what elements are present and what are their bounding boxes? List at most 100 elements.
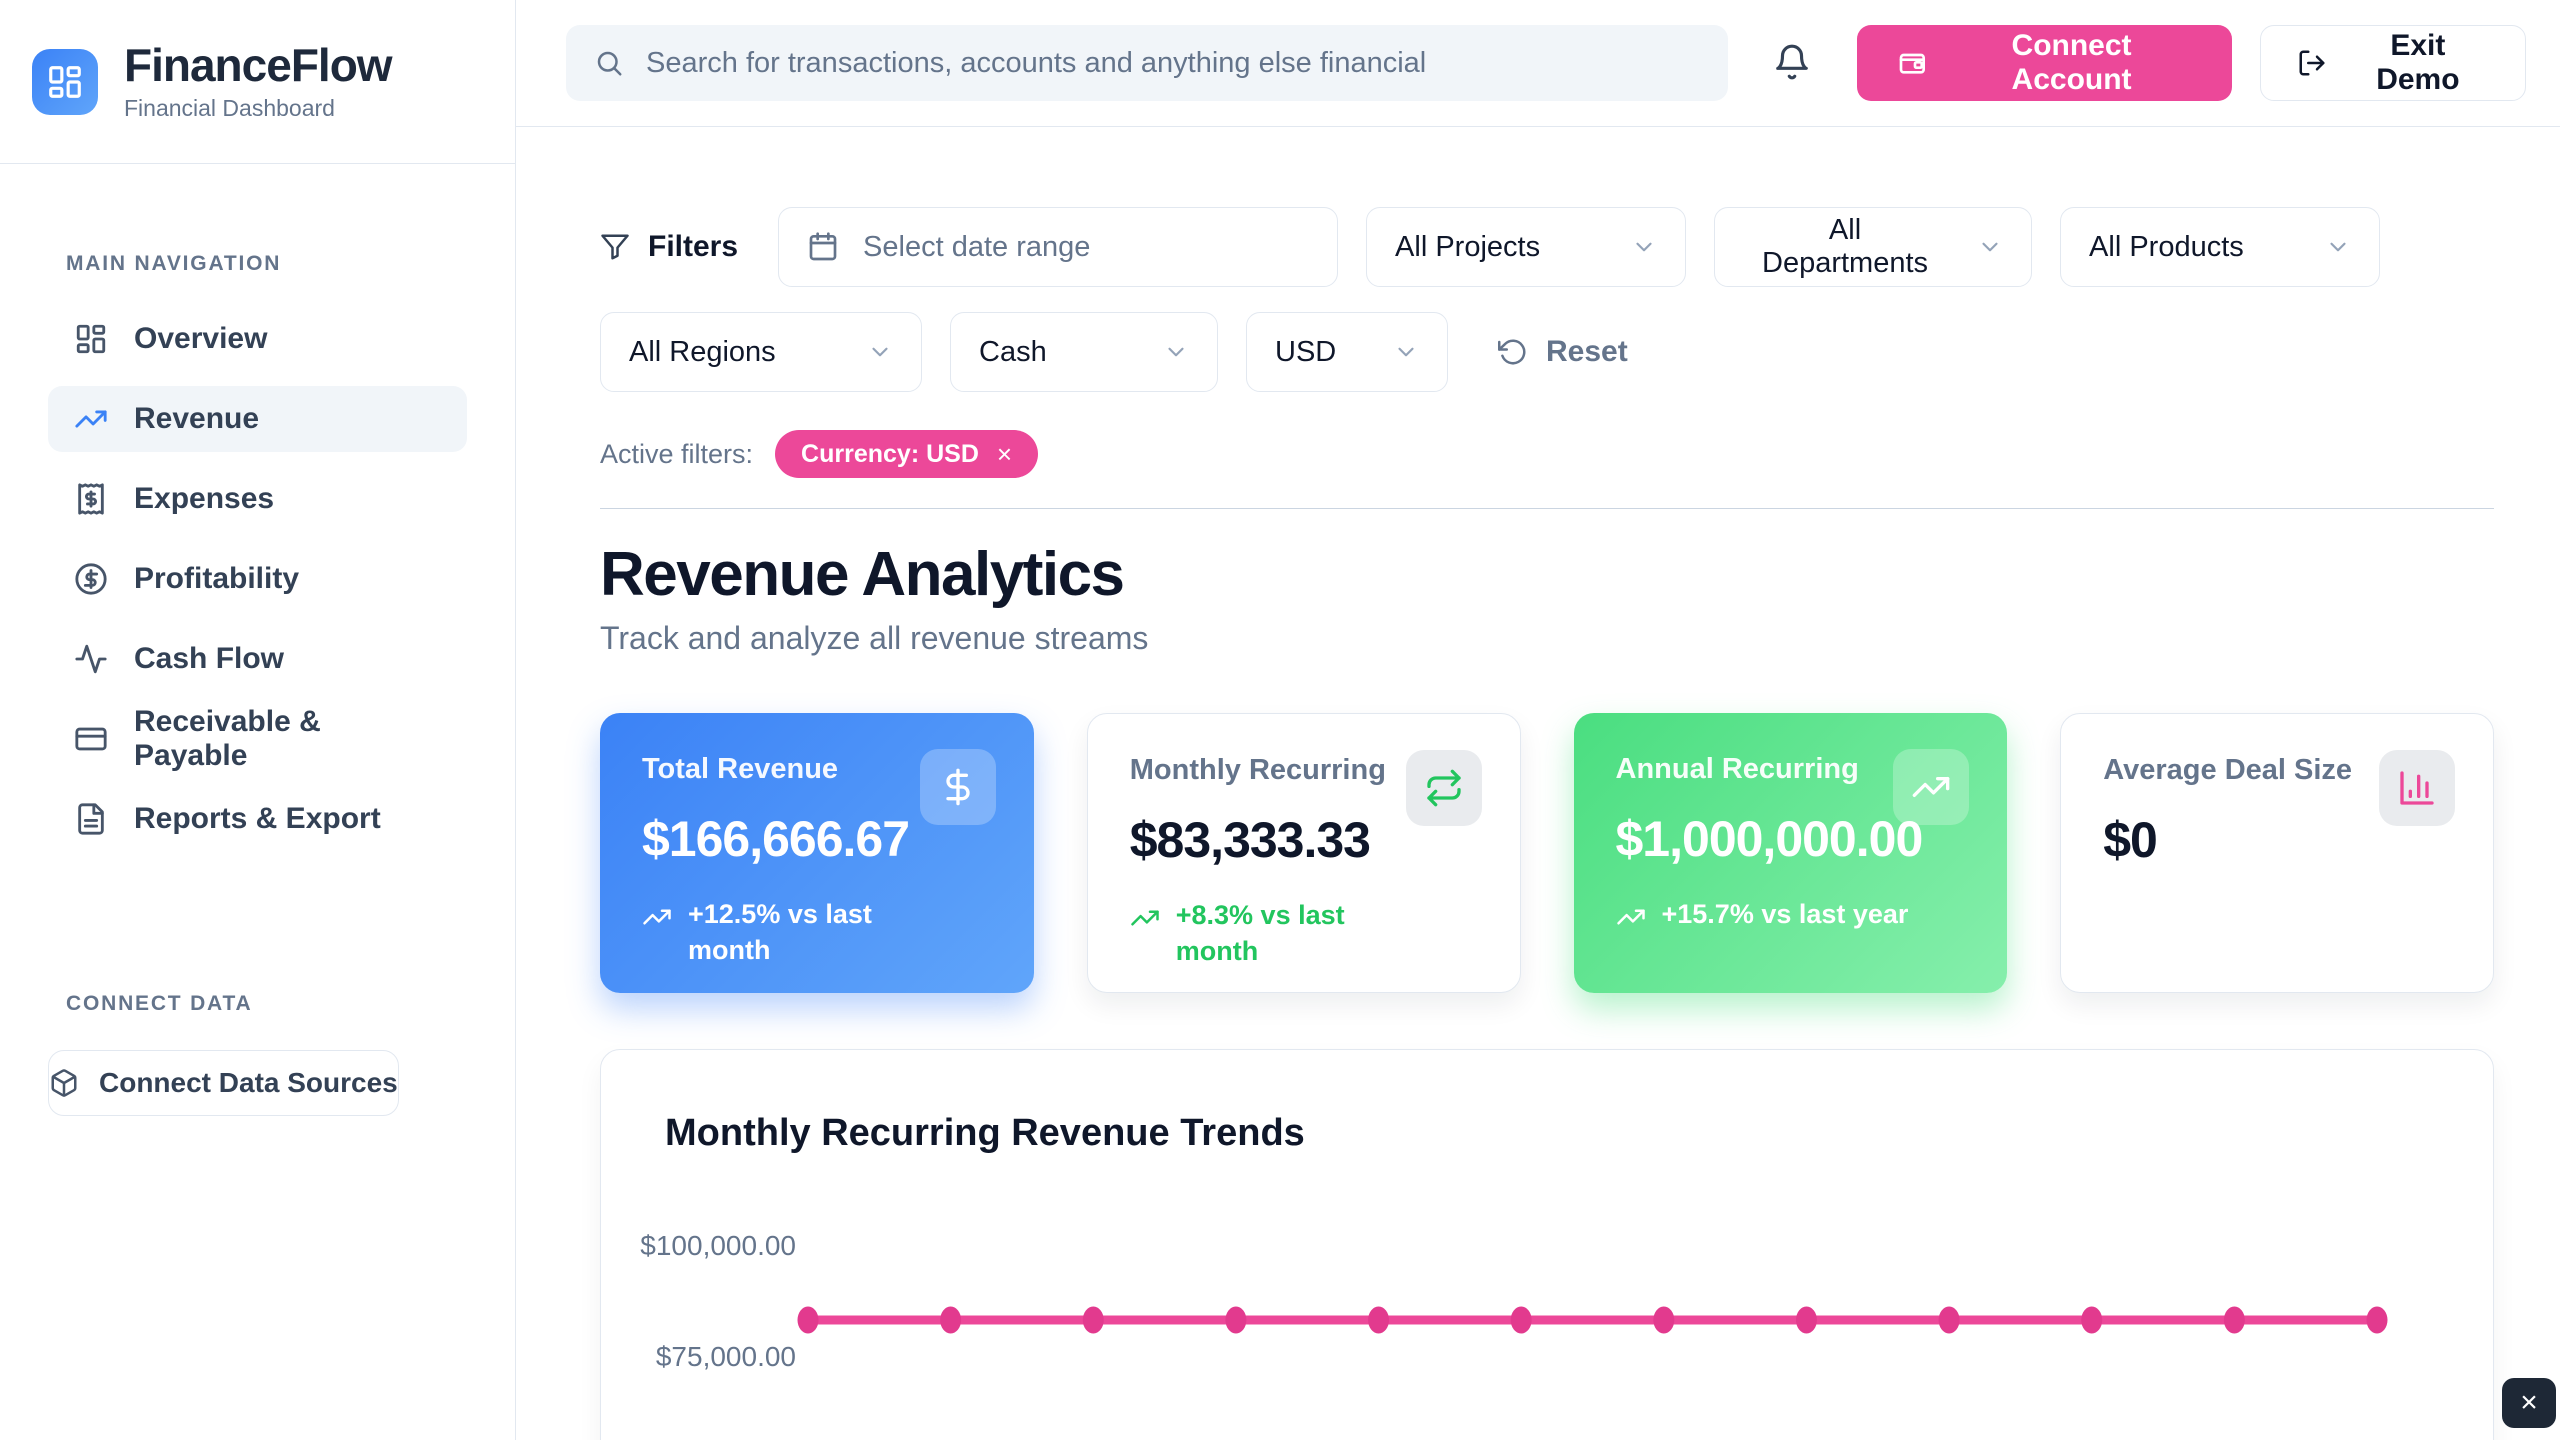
filters-row-1: Filters All Projects All Departments All… [600, 207, 2494, 287]
sidebar: FinanceFlow Financial Dashboard MAIN NAV… [0, 0, 516, 1440]
sidebar-item-revenue[interactable]: Revenue [48, 386, 467, 452]
projects-select-value: All Projects [1395, 230, 1541, 263]
currency-filter-chip-label: Currency: USD [801, 439, 979, 468]
sidebar-item-label: Reports & Export [134, 802, 381, 835]
connect-data-sources-button[interactable]: Connect Data Sources [48, 1050, 399, 1116]
kpi-trend: +15.7% vs last year [1616, 896, 1966, 932]
filters-heading-label: Filters [648, 230, 739, 263]
kpi-card-average-deal-size: Average Deal Size $0 [2060, 713, 2494, 993]
kpi-label: Monthly Recurring [1129, 754, 1386, 786]
sidebar-item-reports-export[interactable]: Reports & Export [48, 786, 467, 852]
sidebar-item-label: Expenses [134, 482, 275, 515]
chart-title: Monthly Recurring Revenue Trends [665, 1112, 1305, 1154]
kpi-trend: +12.5% vs last month [642, 896, 992, 969]
sidebar-item-expenses[interactable]: Expenses [48, 466, 467, 532]
date-range-input[interactable] [863, 230, 1310, 264]
repeat-icon [1424, 768, 1464, 808]
trending-up-icon [1616, 902, 1646, 932]
calendar-icon [807, 231, 839, 263]
bell-icon [1773, 43, 1811, 81]
line-marker [2081, 1306, 2103, 1334]
filter-funnel-icon [600, 232, 630, 262]
line-marker [940, 1306, 962, 1334]
line-marker [1082, 1306, 1104, 1334]
kpi-cards: Total Revenue $166,666.67 +12.5% vs last… [600, 713, 2494, 993]
reset-label: Reset [1546, 335, 1628, 368]
kpi-value: $83,333.33 [1129, 812, 1371, 868]
sidebar-item-label: Revenue [134, 402, 260, 435]
kpi-card-total-revenue: Total Revenue $166,666.67 +12.5% vs last… [600, 713, 1034, 993]
connect-account-label: Connect Account [2011, 29, 2132, 96]
kpi-value: $166,666.67 [642, 811, 910, 867]
filters-heading: Filters [600, 230, 738, 264]
package-icon [49, 1068, 79, 1098]
app-logo-icon [32, 48, 98, 115]
main-content: Filters All Projects All Departments All… [516, 127, 2560, 1440]
regions-select[interactable]: All Regions [600, 312, 922, 392]
sidebar-item-label: Cash Flow [134, 642, 285, 675]
account-type-select[interactable]: Cash [950, 312, 1218, 392]
chip-close-icon[interactable]: × [996, 439, 1013, 469]
kpi-label: Total Revenue [642, 753, 839, 785]
departments-select-value: All Departments [1762, 214, 1929, 279]
currency-select[interactable]: USD [1246, 312, 1448, 392]
chevron-down-icon [867, 339, 893, 365]
brand-header: FinanceFlow Financial Dashboard [0, 0, 515, 164]
regions-select-value: All Regions [629, 335, 776, 368]
sidebar-item-label: Receivable & Payable [134, 705, 321, 772]
kpi-icon-chip [919, 749, 996, 825]
projects-select[interactable]: All Projects [1366, 207, 1687, 287]
kpi-trend-label: +12.5% vs last month [688, 899, 872, 966]
activity-icon [74, 642, 108, 676]
date-range-picker[interactable] [778, 207, 1339, 287]
circle-dollar-icon [74, 562, 108, 596]
mrr-line-chart [797, 1306, 2388, 1334]
kpi-trend-label: +15.7% vs last year [1661, 899, 1909, 929]
currency-filter-chip[interactable]: Currency: USD × [775, 430, 1039, 478]
notifications-button[interactable] [1770, 41, 1813, 85]
active-filters-label: Active filters: [600, 438, 754, 469]
file-text-icon [74, 802, 108, 836]
chevron-down-icon [1631, 234, 1657, 260]
products-select[interactable]: All Products [2060, 207, 2381, 287]
y-axis-tick-label: $100,000.00 [640, 1230, 796, 1261]
y-axis-tick-label: $75,000.00 [655, 1341, 796, 1372]
chevron-down-icon [2325, 234, 2351, 260]
products-select-value: All Products [2089, 230, 2244, 263]
account-type-select-value: Cash [979, 335, 1047, 368]
global-search[interactable] [566, 25, 1729, 101]
app-title: FinanceFlow [124, 39, 393, 92]
search-input[interactable] [646, 46, 1701, 80]
chevron-down-icon [1393, 339, 1419, 365]
receipt-icon [74, 482, 108, 516]
connect-account-button[interactable]: Connect Account [1857, 25, 2232, 101]
trending-up-icon [642, 902, 672, 932]
topbar: Connect Account Exit Demo [516, 0, 2560, 127]
sidebar-item-cash-flow[interactable]: Cash Flow [48, 626, 467, 692]
close-overlay-button[interactable]: × [2502, 1378, 2556, 1428]
reset-filters-button[interactable]: Reset [1498, 335, 1628, 369]
line-marker [797, 1306, 819, 1334]
sidebar-item-overview[interactable]: Overview [48, 306, 467, 372]
log-out-icon [2297, 48, 2327, 78]
exit-demo-label: Exit Demo [2376, 29, 2460, 96]
line-marker [1653, 1306, 1675, 1334]
kpi-icon-chip [2379, 750, 2455, 826]
sidebar-item-label: Profitability [134, 562, 300, 595]
departments-select[interactable]: All Departments [1714, 207, 2033, 287]
sidebar-item-receivable-payable[interactable]: Receivable & Payable [48, 705, 467, 772]
page-subtitle: Track and analyze all revenue streams [600, 620, 1149, 656]
exit-demo-button[interactable]: Exit Demo [2259, 25, 2526, 101]
kpi-trend: +8.3% vs last month [1130, 897, 1478, 970]
line-marker [1510, 1306, 1532, 1334]
filters-row-2: All Regions Cash USD Reset [600, 312, 2494, 392]
active-filters-row: Active filters: Currency: USD × [600, 430, 2494, 478]
line-marker [2223, 1306, 2245, 1334]
sidebar-item-profitability[interactable]: Profitability [48, 546, 467, 612]
kpi-label: Average Deal Size [2103, 754, 2353, 786]
search-icon [594, 48, 624, 78]
wallet-icon [1897, 47, 1929, 79]
kpi-value: $1,000,000.00 [1615, 811, 1924, 867]
kpi-card-monthly-recurring: Monthly Recurring $83,333.33 +8.3% vs la… [1086, 713, 1521, 993]
trending-up-icon [1911, 767, 1951, 807]
